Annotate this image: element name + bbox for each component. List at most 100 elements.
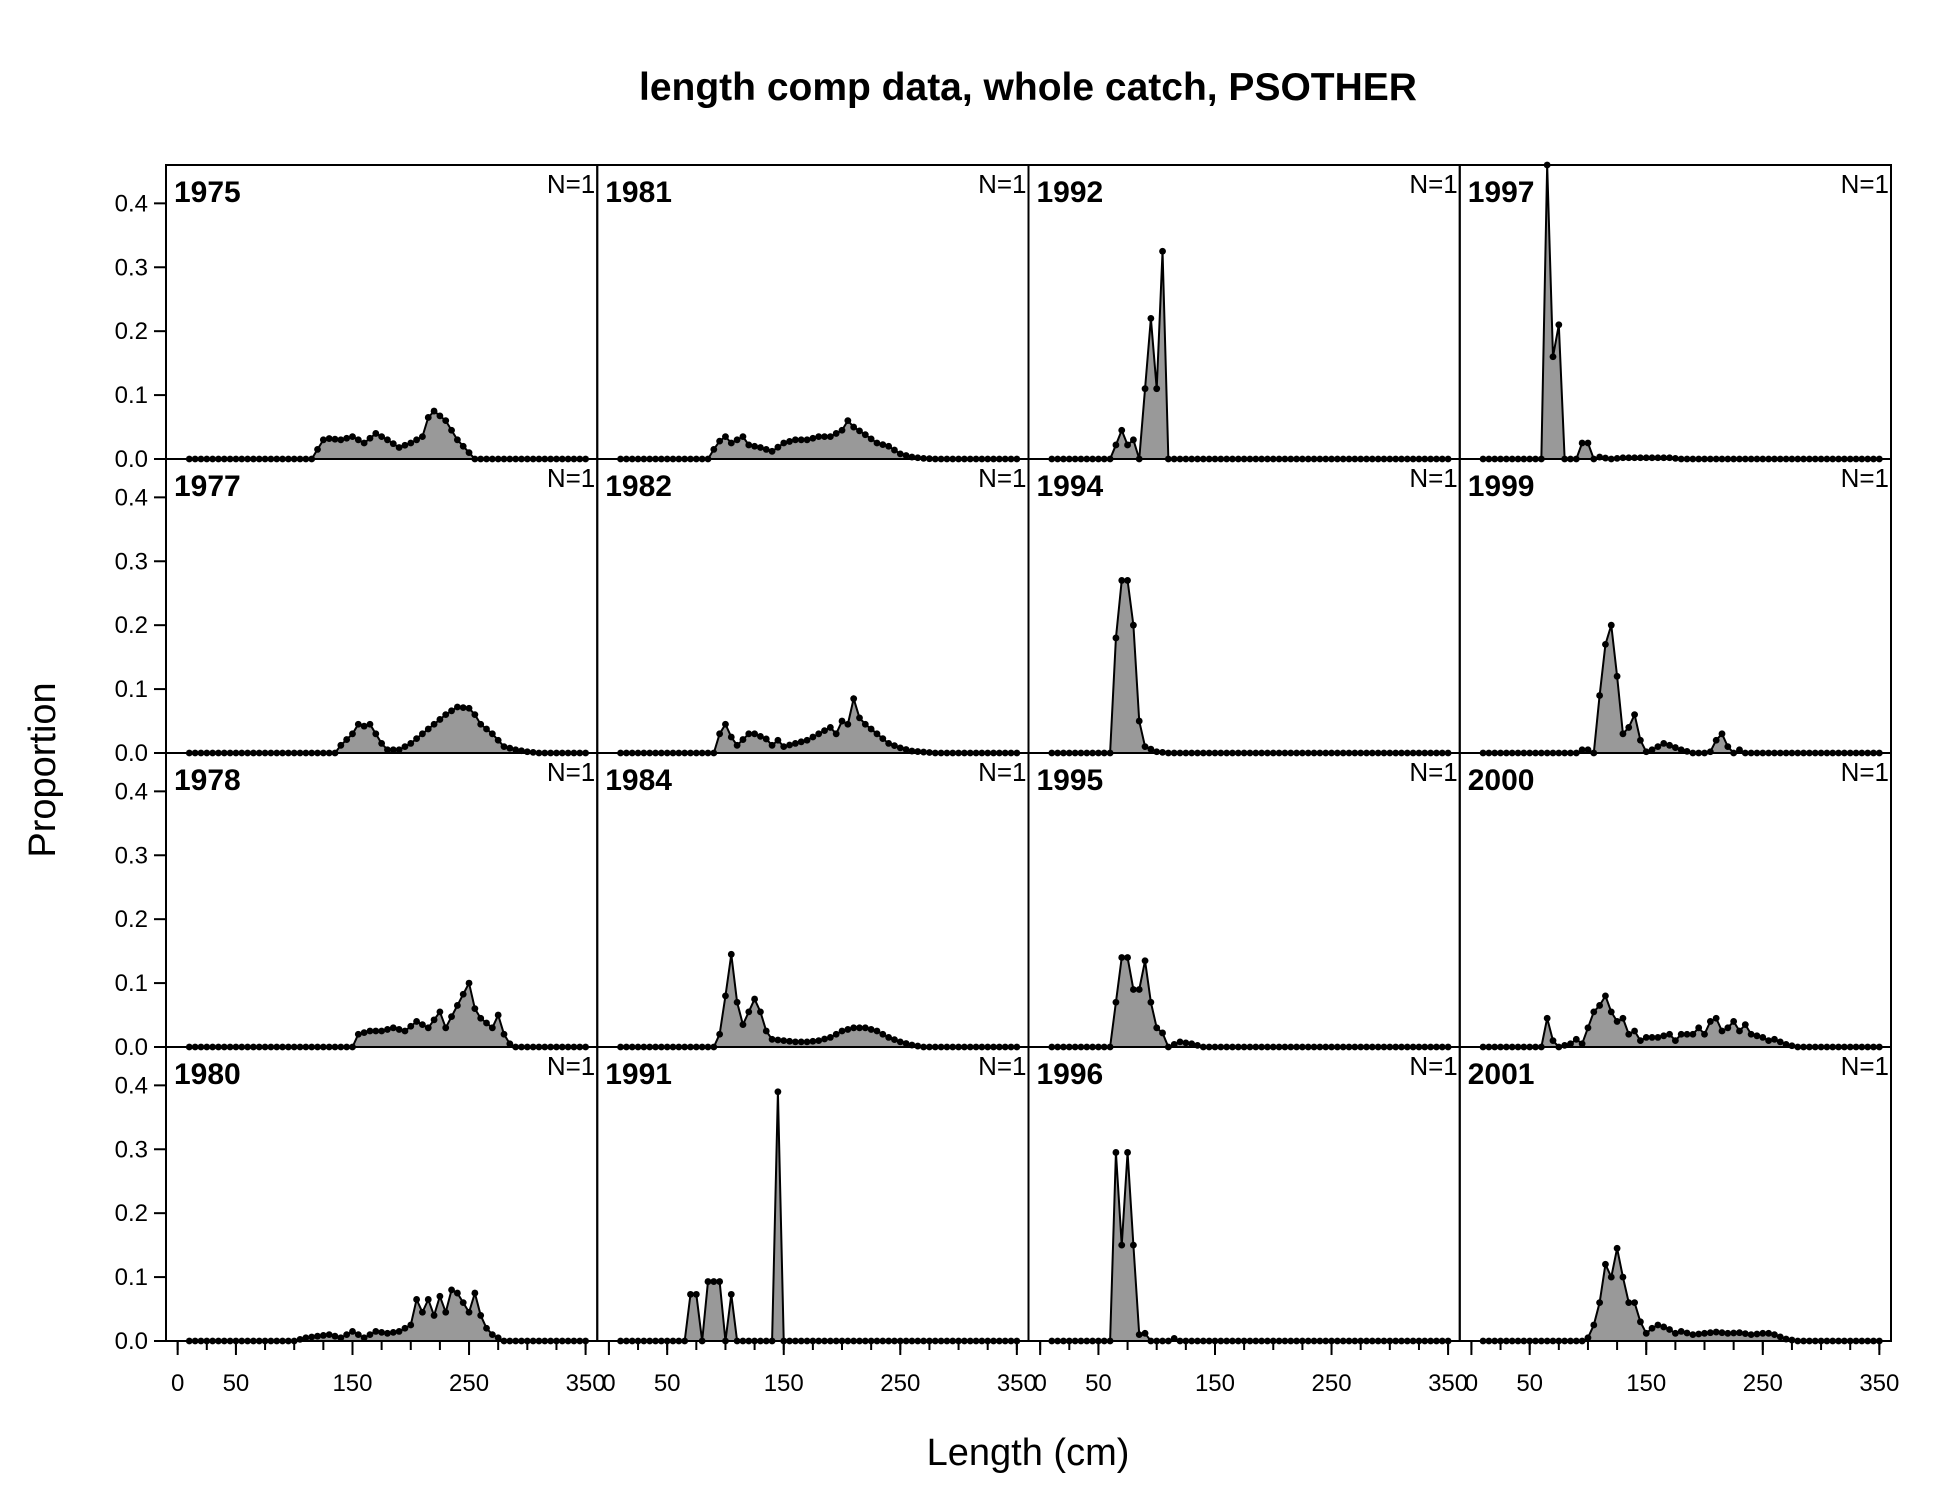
point-2000 [1578, 1040, 1586, 1048]
point-1980 [308, 1333, 316, 1341]
point-1978 [430, 1016, 438, 1024]
panel-year-label: 1977 [174, 470, 241, 503]
point-1981 [797, 436, 805, 444]
point-2001 [1648, 1324, 1656, 1332]
point-2000 [1788, 1042, 1796, 1050]
point-1984 [826, 1034, 834, 1041]
panel-1975: 1975 N=1 [165, 164, 599, 463]
panel-frame-2000 [1458, 752, 1892, 1048]
panel-1999: 1999 N=1 [1458, 458, 1892, 757]
point-1981 [821, 433, 828, 441]
point-1982 [896, 744, 904, 752]
point-1997 [1549, 353, 1557, 361]
point-1984 [716, 1030, 724, 1038]
panel-year-label: 1984 [605, 764, 672, 797]
panel-1992: 1992 N=1 [1027, 164, 1461, 463]
point-1981 [838, 426, 846, 434]
panel-frame-1975 [165, 164, 599, 460]
point-1999 [1724, 743, 1732, 751]
point-1975 [442, 417, 450, 425]
point-1982 [797, 738, 805, 746]
panel-2000: 2000 N=1 [1458, 752, 1892, 1051]
point-2001 [1771, 1331, 1778, 1339]
point-1978 [459, 990, 467, 998]
point-2000 [1730, 1018, 1738, 1025]
point-1978 [477, 1014, 485, 1022]
point-2000 [1590, 1008, 1598, 1016]
panel-n-label: N=1 [547, 463, 595, 493]
point-1996 [1112, 1149, 1120, 1156]
y-tick-label: 0.0 [115, 740, 148, 767]
point-2001 [1602, 1260, 1609, 1268]
panel-1994: 1994 N=1 [1027, 458, 1461, 757]
point-1975 [349, 433, 356, 441]
panel-frame-1997 [1458, 164, 1892, 460]
point-1984 [873, 1027, 881, 1035]
point-1995 [1153, 1024, 1161, 1032]
panel-1977: 1977 N=1 [165, 458, 599, 757]
y-tick-label: 0.3 [115, 548, 148, 575]
point-1980 [302, 1334, 310, 1342]
point-1981 [786, 438, 793, 445]
point-1995 [1118, 954, 1126, 961]
x-tick-label: 0 [1465, 1370, 1478, 1397]
point-1999 [1602, 640, 1609, 648]
y-tick-label: 0.2 [115, 1200, 148, 1227]
point-1981 [716, 437, 724, 445]
point-1992 [1124, 441, 1131, 449]
y-tick-label: 0.4 [115, 1072, 148, 1099]
point-1978 [372, 1027, 380, 1035]
point-1996 [1118, 1241, 1126, 1249]
point-1999 [1607, 621, 1615, 629]
line-1977 [189, 705, 586, 754]
point-1977 [343, 736, 351, 743]
point-2000 [1706, 1018, 1714, 1025]
point-1992 [1147, 314, 1155, 322]
point-1978 [465, 979, 473, 987]
point-1980 [314, 1332, 321, 1340]
point-1978 [488, 1024, 496, 1032]
y-tick-label: 0.2 [115, 906, 148, 933]
panel-n-label: N=1 [1841, 463, 1889, 493]
point-1999 [1637, 736, 1644, 744]
point-1980 [483, 1324, 490, 1332]
point-1995 [1147, 998, 1155, 1006]
point-2001 [1765, 1329, 1773, 1337]
point-1980 [436, 1292, 444, 1300]
point-1981 [856, 427, 863, 435]
point-1996 [1135, 1331, 1143, 1339]
point-2001 [1747, 1331, 1755, 1339]
point-2001 [1712, 1328, 1720, 1336]
point-2001 [1607, 1273, 1615, 1281]
point-1977 [366, 720, 374, 728]
point-1975 [319, 436, 327, 444]
point-1977 [389, 746, 397, 754]
point-1980 [389, 1328, 397, 1336]
panel-frame-1977 [165, 458, 599, 754]
panel-1997: 1997 N=1 [1458, 161, 1892, 463]
panel-year-label: 1994 [1037, 470, 1104, 503]
panel-year-label: 1978 [174, 764, 241, 797]
point-1984 [797, 1038, 805, 1046]
point-1991 [704, 1278, 712, 1285]
area-1999 [1483, 625, 1880, 753]
panel-n-label: N=1 [1409, 169, 1457, 199]
y-tick-label: 0.1 [115, 382, 148, 409]
y-tick-label: 0.4 [115, 190, 148, 217]
point-1981 [780, 439, 788, 447]
point-1977 [477, 720, 485, 728]
point-1975 [430, 407, 438, 415]
point-1996 [1141, 1329, 1149, 1337]
point-1982 [745, 730, 753, 738]
point-1981 [768, 447, 776, 455]
point-1978 [436, 1008, 444, 1016]
point-1980 [331, 1332, 339, 1340]
point-1980 [424, 1296, 432, 1303]
point-1982 [739, 736, 747, 743]
point-1981 [844, 417, 852, 425]
panel-year-label: 1981 [605, 176, 672, 209]
point-1995 [1159, 1029, 1166, 1037]
point-1980 [384, 1329, 391, 1337]
point-1994 [1112, 634, 1120, 642]
